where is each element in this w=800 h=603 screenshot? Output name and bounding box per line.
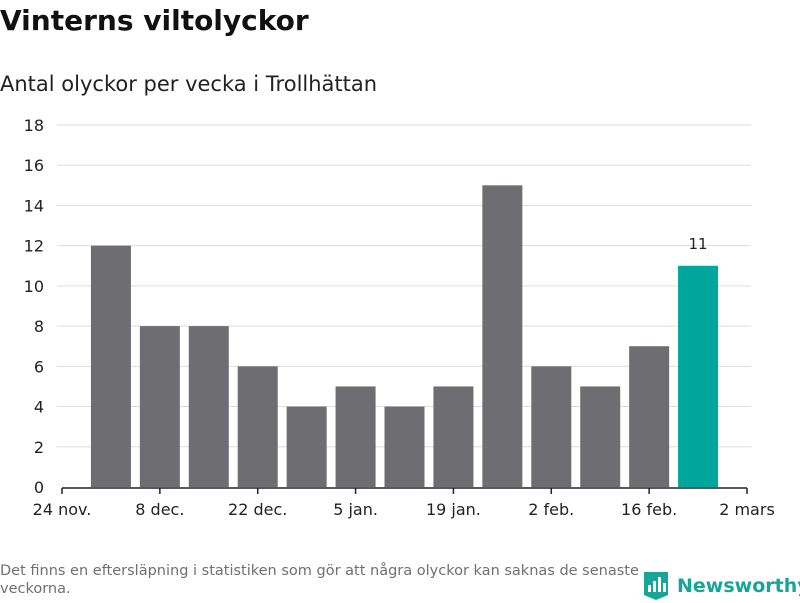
y-tick-label: 6 (34, 357, 44, 376)
y-tick-label: 2 (34, 438, 44, 457)
y-tick-label: 16 (24, 156, 44, 175)
x-tick-label: 22 dec. (228, 500, 287, 519)
bar (531, 366, 572, 487)
y-tick-label: 4 (34, 398, 44, 417)
chart-subtitle: Antal olyckor per vecka i Trollhättan (0, 72, 378, 96)
chart-title: Vinterns viltolyckor (0, 4, 309, 37)
bar (335, 386, 376, 487)
y-tick-label: 10 (24, 277, 44, 296)
y-tick-label: 12 (24, 237, 44, 256)
gridlines (57, 124, 751, 448)
y-axis: 0 2 4 6 8 10 12 14 16 18 (24, 116, 44, 497)
bar-chart: 0 2 4 6 8 10 12 14 16 18 11 24 nov. 8 dec. 22 dec. 5… (24, 116, 775, 519)
x-tick-label: 5 jan. (333, 500, 378, 519)
x-tick-label: 2 feb. (528, 500, 574, 519)
newsworthy-logo-icon (644, 572, 668, 600)
bar (678, 265, 719, 487)
data-label: 11 (689, 235, 708, 253)
x-tick-label: 19 jan. (426, 500, 481, 519)
bar (237, 366, 278, 487)
bar (286, 406, 327, 487)
bar (90, 245, 131, 487)
x-tick-label: 24 nov. (33, 500, 92, 519)
y-tick-label: 8 (34, 317, 44, 336)
x-axis: 24 nov. 8 dec. 22 dec. 5 jan. 19 jan. 2 feb. 1… (33, 487, 775, 519)
x-tick-label: 2 mars (719, 500, 775, 519)
bar (384, 406, 425, 487)
y-tick-label: 14 (24, 196, 44, 215)
newsworthy-logo: Newsworthy (643, 569, 800, 603)
x-tick-label: 8 dec. (135, 500, 184, 519)
bar (188, 326, 229, 487)
y-tick-label: 18 (24, 116, 44, 135)
bar (580, 386, 621, 487)
y-tick-label: 0 (34, 478, 44, 497)
bar (629, 346, 670, 487)
bar (482, 185, 523, 488)
x-tick-label: 16 feb. (621, 500, 677, 519)
brand-name: Newsworthy (677, 575, 800, 597)
data-labels: 11 (689, 235, 708, 253)
bars (90, 185, 719, 488)
bar (433, 386, 474, 487)
footnote: Det finns en eftersläpning i statistiken… (0, 563, 639, 597)
bar (139, 326, 180, 487)
